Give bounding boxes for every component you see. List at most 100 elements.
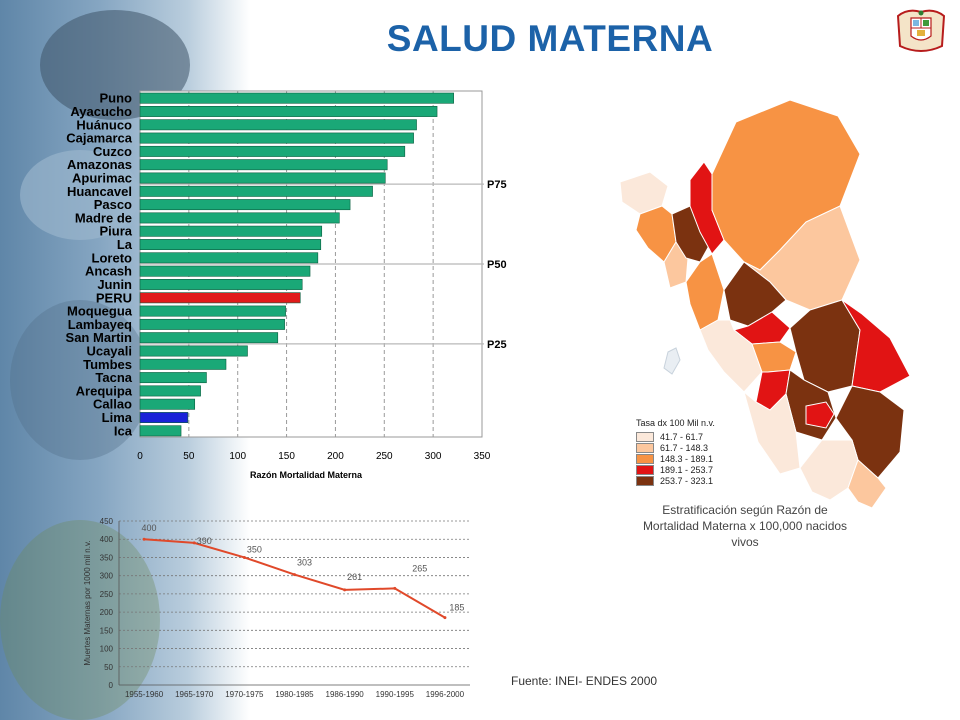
category-label: Ucayali [86,344,132,359]
data-label: 400 [142,523,157,533]
legend-label: 148.3 - 189.1 [660,453,714,464]
category-label: Amazonas [67,157,132,172]
x-tick-label: 150 [278,451,295,462]
data-point [443,616,447,620]
map-region [847,459,887,509]
x-tick-label: 1965-1970 [175,690,214,699]
bar [139,172,386,184]
category-label: Ica [114,423,133,438]
legend-label: 61.7 - 148.3 [660,442,709,453]
data-point [393,586,397,590]
legend-item: 41.7 - 61.7 [636,431,766,442]
bar [139,92,454,104]
category-label: Lambayeq [68,317,132,332]
data-point [293,573,296,577]
legend-swatch [636,475,654,486]
y-tick-label: 100 [100,645,114,654]
bar [139,279,303,290]
legend-title: Tasa dx 100 Mil n.v. [636,418,715,428]
category-label: Huancavel [67,184,132,199]
category-label: Lima [102,410,133,425]
bar [139,385,201,397]
map-region [723,261,787,327]
x-tick-label: 1986-1990 [326,690,365,699]
category-label: Madre de [75,210,132,225]
bar [139,106,438,117]
legend-swatch [636,453,654,464]
map-inset [663,347,681,375]
category-label: Tumbes [83,357,132,372]
map-region [685,253,725,331]
category-label: PERU [96,290,132,305]
category-label: Ayacucho [70,104,132,119]
y-tick-label: 450 [100,517,114,526]
percentile-label: P25 [487,339,507,351]
x-tick-label: 50 [183,451,195,462]
series-line [143,538,446,619]
category-label: Pasco [94,197,132,212]
category-label: Tacna [95,370,132,385]
y-tick-label: 350 [100,553,114,562]
bar [139,332,279,344]
map-legend: Tasa dx 100 Mil n.v. 41.7 - 61.7 61.7 - … [636,418,766,486]
percentile-label: P75 [487,179,507,191]
bar [139,239,322,250]
data-point [242,555,246,559]
y-tick-label: 400 [100,535,114,544]
x-tick-label: 100 [229,451,246,462]
data-label: 303 [297,558,312,568]
category-label: Junin [97,277,132,292]
bar [139,199,351,211]
source-note: Fuente: INEI- ENDES 2000 [511,674,658,688]
legend-swatch [636,464,654,475]
bar [139,265,311,277]
legend-label: 189.1 - 253.7 [660,464,714,475]
bar-lima [139,412,189,423]
map-caption: Estratificación según Razón de Mortalida… [642,503,848,549]
bar [139,225,323,237]
legend-item: 148.3 - 189.1 [636,453,766,464]
y-tick-label: 200 [100,608,114,617]
bar [139,132,414,144]
data-point [192,541,196,545]
category-label: Moquegua [67,304,133,319]
bar [139,159,388,171]
data-label: 261 [347,572,362,582]
bar [139,358,227,370]
photo-shape [10,300,150,460]
data-label: 265 [412,563,427,573]
legend-label: 41.7 - 61.7 [660,431,704,442]
bar [139,318,285,330]
x-tick-label: 300 [425,451,442,462]
x-tick-label: 1970-1975 [225,690,264,699]
category-label: Callao [93,397,132,412]
y-tick-label: 50 [104,663,113,672]
legend-swatch [636,431,654,442]
category-label: Cuzco [93,144,132,159]
photo-shape [0,520,160,720]
legend-item: 253.7 - 323.1 [636,475,766,486]
x-tick-label: 350 [474,451,491,462]
x-tick-label: 0 [137,451,143,462]
bar [139,345,248,357]
data-point [142,537,146,541]
bar [139,119,417,131]
map-region [663,241,689,289]
bar [139,305,286,317]
data-label: 390 [197,536,212,546]
x-tick-label: 1996-2000 [426,690,465,699]
y-tick-label: 300 [100,572,114,581]
category-label: Cajamarca [66,131,133,146]
map-region [743,390,801,475]
coat-of-arms-icon [896,9,946,52]
bar [139,425,182,437]
bar [139,398,196,410]
y-axis-title: Muertes Maternas por 1000 mil n.v. [83,540,92,665]
legend-item: 61.7 - 148.3 [636,442,766,453]
bar [139,145,406,157]
y-tick-label: 150 [100,626,114,635]
category-label: San Martin [66,330,133,345]
y-tick-label: 0 [109,681,114,690]
